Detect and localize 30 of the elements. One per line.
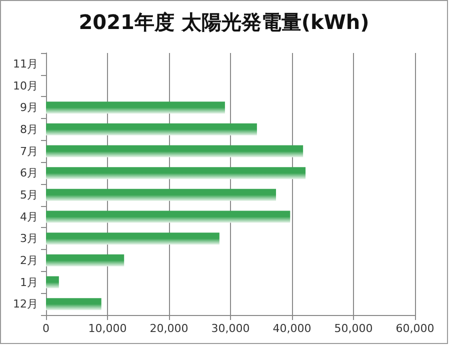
bar xyxy=(46,145,304,158)
x-tick-label: 0 xyxy=(42,322,50,335)
y-tick-label: 6月 xyxy=(20,166,38,180)
y-tick-label: 7月 xyxy=(20,144,38,158)
y-tick-label: 10月 xyxy=(13,79,38,92)
x-tick-label: 40,000 xyxy=(272,322,312,335)
x-tick-label: 50,000 xyxy=(334,322,373,335)
bar xyxy=(46,298,102,310)
x-tick-label: 20,000 xyxy=(150,322,188,335)
y-tick-label: 4月 xyxy=(20,210,38,224)
y-tick-label: 3月 xyxy=(20,232,38,246)
x-tick-label: 30,000 xyxy=(211,322,250,335)
bar xyxy=(46,210,290,223)
y-tick-label: 11月 xyxy=(13,57,38,70)
y-tick-label: 1月 xyxy=(20,276,38,289)
y-tick-label: 12月 xyxy=(13,298,38,311)
bar xyxy=(46,232,220,245)
bar xyxy=(46,167,306,180)
y-tick-label: 8月 xyxy=(20,122,38,136)
y-tick-label: 9月 xyxy=(20,101,38,114)
y-tick-label: 2月 xyxy=(20,254,38,267)
bar xyxy=(46,254,124,266)
bar xyxy=(46,276,59,288)
x-tick-label: 10,000 xyxy=(88,322,127,335)
x-tick-label: 60,000 xyxy=(396,322,434,335)
y-tick-label: 5月 xyxy=(20,188,38,202)
bar xyxy=(46,102,225,114)
bar xyxy=(46,123,257,136)
chart-title: 2021年度 太陽光発電量(kWh) xyxy=(78,10,370,34)
bar xyxy=(46,188,276,201)
